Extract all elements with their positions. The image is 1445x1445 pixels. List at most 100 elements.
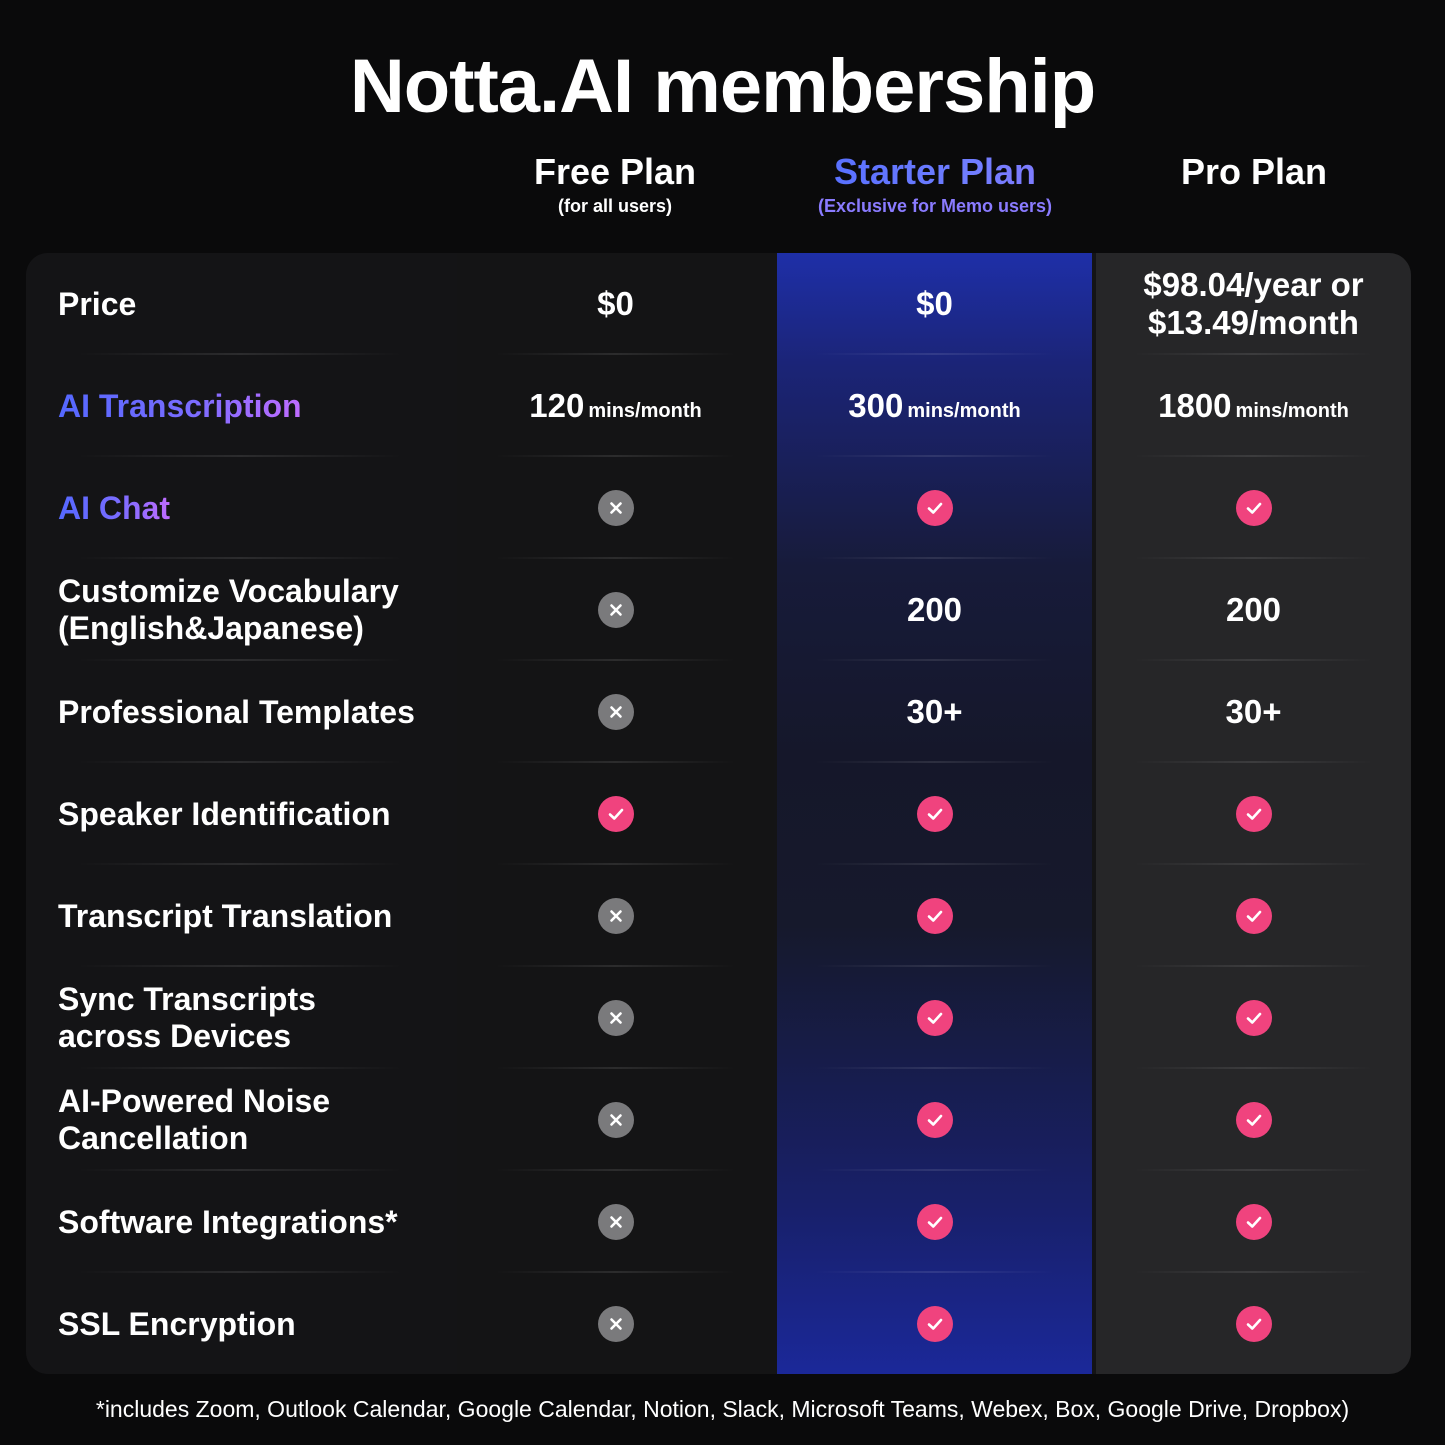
pro-plan-cell bbox=[1096, 967, 1411, 1069]
free-plan-cell bbox=[457, 967, 774, 1069]
pro-plan-cell: 1800 mins/month bbox=[1096, 355, 1411, 457]
row-divider bbox=[814, 455, 1055, 457]
row-divider bbox=[495, 863, 736, 865]
row-divider bbox=[77, 455, 403, 457]
plan-header-free: Free Plan (for all users) bbox=[455, 150, 775, 218]
cross-icon bbox=[597, 898, 634, 934]
plan-name-free: Free Plan bbox=[533, 151, 697, 192]
feature-label: AI-Powered Noise Cancellation bbox=[58, 1083, 330, 1157]
minutes-number: 1800 bbox=[1158, 387, 1232, 424]
feature-cell: Transcript Translation bbox=[26, 865, 454, 967]
pro-plan-cell bbox=[1096, 1069, 1411, 1171]
feature-cell: AI Chat bbox=[26, 457, 454, 559]
row-divider bbox=[495, 455, 736, 457]
minutes-unit: mins/month bbox=[907, 400, 1021, 422]
row-divider bbox=[1133, 1067, 1374, 1069]
feature-label: SSL Encryption bbox=[58, 1305, 296, 1342]
free-plan-cell: $0 bbox=[457, 253, 774, 355]
row-divider bbox=[1133, 1271, 1374, 1273]
starter-plan-cell: $0 bbox=[777, 253, 1092, 355]
feature-label-line: Customize Vocabulary bbox=[58, 573, 399, 609]
feature-label: Price bbox=[58, 285, 137, 322]
pro-plan-cell bbox=[1096, 865, 1411, 967]
pro-plan-column: $98.04/year or $13.49/month 1800 mins/month… bbox=[1096, 253, 1411, 1374]
feature-label-line: Cancellation bbox=[58, 1120, 249, 1156]
feature-cell: Software Integrations* bbox=[26, 1171, 454, 1273]
check-icon bbox=[916, 490, 953, 526]
feature-label-line: (English&Japanese) bbox=[58, 610, 364, 646]
feature-label: AI Transcription bbox=[58, 387, 302, 424]
price-value: $98.04/year or $13.49/month bbox=[1143, 266, 1363, 342]
minutes-value: 1800 mins/month bbox=[1158, 387, 1349, 425]
plan-value: 200 bbox=[1225, 591, 1282, 628]
row-divider bbox=[77, 659, 403, 661]
feature-label: AI Chat bbox=[58, 489, 170, 526]
starter-plan-cell bbox=[777, 1069, 1092, 1171]
row-divider bbox=[495, 1169, 736, 1171]
row-divider bbox=[814, 761, 1055, 763]
minutes-unit: mins/month bbox=[1235, 400, 1349, 422]
row-divider bbox=[1133, 761, 1374, 763]
row-divider bbox=[1133, 863, 1374, 865]
starter-plan-cell bbox=[777, 1273, 1092, 1374]
free-plan-cell bbox=[457, 661, 774, 763]
row-divider bbox=[814, 353, 1055, 355]
row-divider bbox=[1133, 659, 1374, 661]
row-divider bbox=[495, 965, 736, 967]
check-icon bbox=[597, 796, 634, 832]
cross-icon bbox=[597, 1102, 634, 1138]
starter-plan-cell: 30+ bbox=[777, 661, 1092, 763]
row-divider bbox=[77, 353, 403, 355]
pro-plan-cell bbox=[1096, 1171, 1411, 1273]
cross-icon bbox=[597, 694, 634, 730]
feature-label: Sync Transcripts across Devices bbox=[58, 981, 316, 1055]
check-icon bbox=[916, 1204, 953, 1240]
free-plan-cell bbox=[457, 1171, 774, 1273]
pro-plan-cell bbox=[1096, 763, 1411, 865]
feature-cell: SSL Encryption bbox=[26, 1273, 454, 1374]
feature-cell: Sync Transcripts across Devices bbox=[26, 967, 454, 1069]
starter-plan-cell bbox=[777, 865, 1092, 967]
pro-plan-cell: $98.04/year or $13.49/month bbox=[1096, 253, 1411, 355]
starter-plan-cell bbox=[777, 763, 1092, 865]
free-plan-column: $0 120 mins/month bbox=[457, 253, 774, 1374]
row-divider bbox=[495, 761, 736, 763]
page-title: Notta.AI membership bbox=[349, 44, 1096, 129]
starter-plan-cell bbox=[777, 967, 1092, 1069]
free-plan-cell bbox=[457, 763, 774, 865]
row-divider bbox=[1133, 455, 1374, 457]
row-divider bbox=[814, 1271, 1055, 1273]
row-divider bbox=[1133, 557, 1374, 559]
plan-value: 30+ bbox=[1225, 693, 1282, 730]
row-divider bbox=[814, 1169, 1055, 1171]
row-divider bbox=[77, 761, 403, 763]
cross-icon bbox=[597, 1000, 634, 1036]
feature-cell: Customize Vocabulary (English&Japanese) bbox=[26, 559, 454, 661]
cross-icon bbox=[597, 592, 634, 628]
row-divider bbox=[495, 1067, 736, 1069]
check-icon bbox=[1235, 1000, 1272, 1036]
starter-plan-cell: 200 bbox=[777, 559, 1092, 661]
minutes-number: 300 bbox=[848, 387, 904, 424]
row-divider bbox=[814, 863, 1055, 865]
cross-icon bbox=[597, 1204, 634, 1240]
check-icon bbox=[916, 1306, 953, 1342]
check-icon bbox=[1235, 1204, 1272, 1240]
row-divider bbox=[495, 1271, 736, 1273]
row-divider bbox=[814, 659, 1055, 661]
row-divider bbox=[77, 863, 403, 865]
price-line: $98.04/year or bbox=[1143, 266, 1364, 303]
row-divider bbox=[1133, 965, 1374, 967]
pro-plan-cell: 200 bbox=[1096, 559, 1411, 661]
row-divider bbox=[495, 557, 736, 559]
feature-cell: Price bbox=[26, 253, 454, 355]
plan-header-pro: Pro Plan bbox=[1094, 150, 1414, 194]
cross-icon bbox=[597, 490, 634, 526]
row-divider bbox=[77, 1169, 403, 1171]
row-divider bbox=[77, 557, 403, 559]
feature-label-line: across Devices bbox=[58, 1018, 292, 1054]
row-divider bbox=[814, 557, 1055, 559]
free-plan-cell bbox=[457, 1069, 774, 1171]
feature-label-line: AI-Powered Noise bbox=[58, 1083, 331, 1119]
plan-header-starter: Starter Plan (Exclusive for Memo users) bbox=[775, 150, 1095, 218]
